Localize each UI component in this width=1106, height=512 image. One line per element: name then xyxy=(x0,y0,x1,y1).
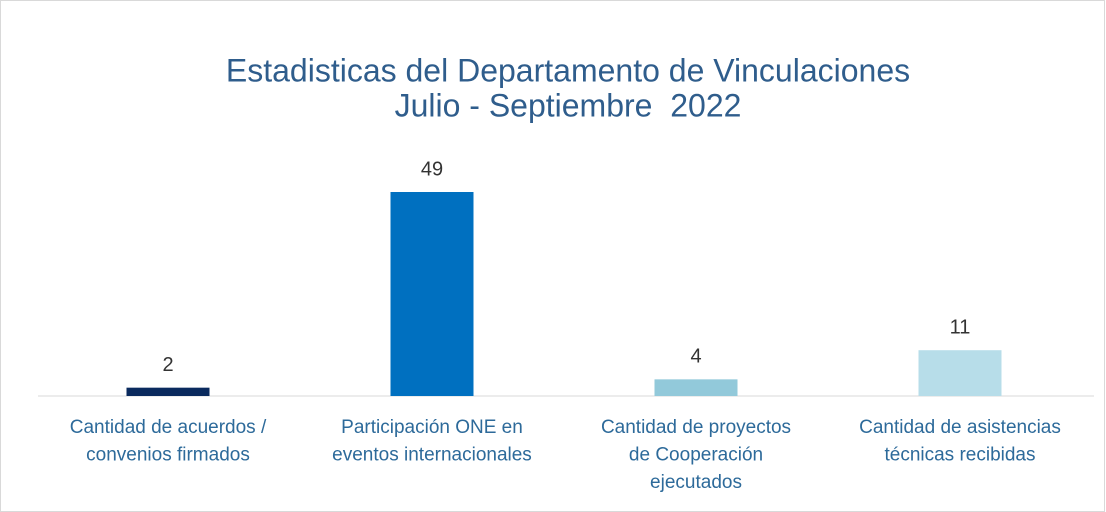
value-label: 2 xyxy=(162,354,173,376)
chart-subtitle: Julio - Septiembre 2022 xyxy=(395,87,742,123)
bar xyxy=(918,350,1002,396)
value-label: 4 xyxy=(690,346,701,368)
x-tick-label: técnicas recibidas xyxy=(884,445,1035,466)
value-label: 11 xyxy=(950,316,971,338)
x-tick-label: Cantidad de proyectos xyxy=(601,417,791,438)
x-tick-label: Cantidad de acuerdos / xyxy=(70,417,267,438)
value-label: 49 xyxy=(421,158,443,180)
x-tick-label: Cantidad de asistencias xyxy=(859,417,1061,438)
x-tick-label: de Cooperación xyxy=(629,445,763,466)
bar xyxy=(390,192,474,396)
chart-title: Estadisticas del Departamento de Vincula… xyxy=(226,52,910,88)
bar xyxy=(654,379,738,396)
bar xyxy=(126,387,210,396)
x-tick-label: ejecutados xyxy=(650,472,742,493)
x-tick-label: convenios firmados xyxy=(86,445,250,466)
x-tick-label: Participación ONE en xyxy=(341,417,523,438)
x-tick-label: eventos internacionales xyxy=(332,445,532,466)
